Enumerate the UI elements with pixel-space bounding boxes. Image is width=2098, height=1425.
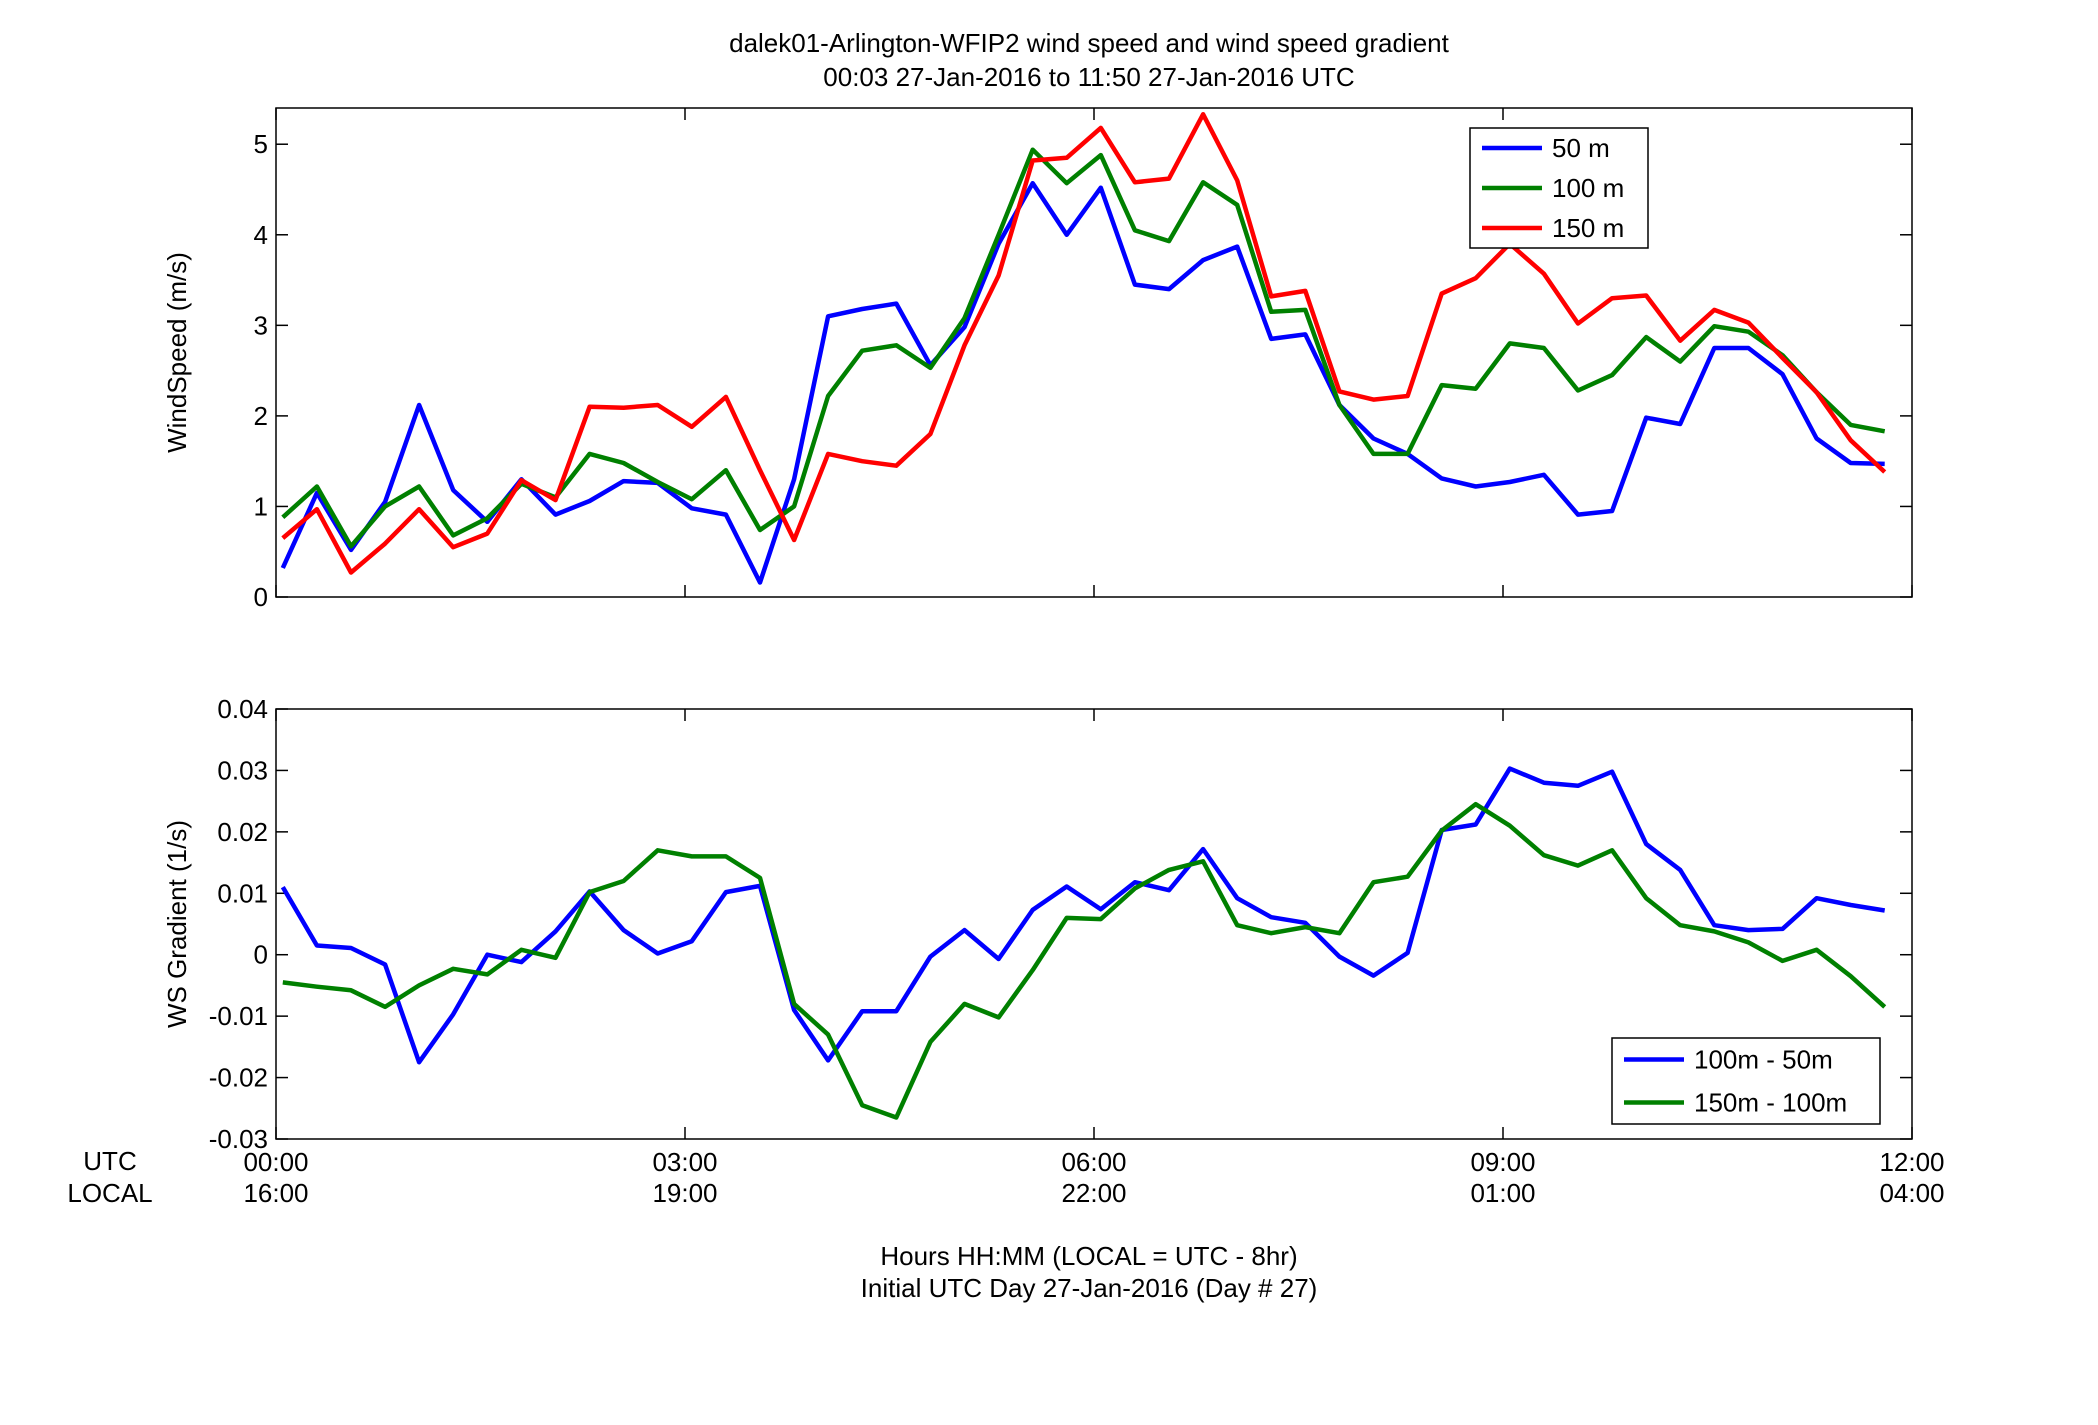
- y-tick-label: 0: [254, 582, 268, 612]
- series-line: [282, 801, 1887, 1120]
- y-tick-label: 4: [254, 220, 268, 250]
- series-line: [281, 112, 1887, 575]
- row-label-utc: UTC: [83, 1146, 136, 1176]
- y-tick-label: -0.01: [209, 1001, 268, 1031]
- y-axis-label: WindSpeed (m/s): [162, 252, 192, 453]
- y-tick-label: 2: [254, 401, 268, 431]
- y-tick-label: 0.03: [217, 755, 268, 785]
- series-lines: [280, 112, 1887, 585]
- y-tick-label: 0.04: [217, 694, 268, 724]
- chart-title-line1: dalek01-Arlington-WFIP2 wind speed and w…: [729, 28, 1450, 58]
- legend-box: [1611, 1037, 1881, 1125]
- x-tick-label-local: 22:00: [1061, 1178, 1126, 1208]
- y-tick-label: -0.03: [209, 1124, 268, 1154]
- y-tick-label: 0.02: [217, 817, 268, 847]
- legend-label: 150 m: [1552, 213, 1624, 243]
- x-tick-label-utc: 00:00: [243, 1147, 308, 1177]
- legend-label: 150m - 100m: [1694, 1088, 1847, 1118]
- chart-title-line2: 00:03 27-Jan-2016 to 11:50 27-Jan-2016 U…: [823, 62, 1354, 92]
- x-tick-label-utc: 03:00: [652, 1147, 717, 1177]
- x-axis-label-line2: Initial UTC Day 27-Jan-2016 (Day # 27): [861, 1273, 1318, 1303]
- x-tick-label-local: 01:00: [1470, 1178, 1535, 1208]
- series-line: [280, 180, 1885, 585]
- series-line: [280, 766, 1886, 1065]
- x-tick-label-local: 16:00: [243, 1178, 308, 1208]
- y-tick-label: 0: [254, 940, 268, 970]
- series-lines: [280, 766, 1887, 1120]
- y-tick-label: 5: [254, 129, 268, 159]
- y-tick-label: 3: [254, 310, 268, 340]
- x-axis-label-line1: Hours HH:MM (LOCAL = UTC - 8hr): [880, 1241, 1297, 1271]
- y-axis-label: WS Gradient (1/s): [162, 820, 192, 1028]
- y-tick-label: 0.01: [217, 878, 268, 908]
- x-tick-label-utc: 12:00: [1879, 1147, 1944, 1177]
- gradient-panel: -0.03 -0.02 -0.01 0 0.01 0.02 0.03 0.04 00:0016:…: [162, 694, 1945, 1208]
- legend-label: 100 m: [1552, 173, 1624, 203]
- x-tick-label-utc: 06:00: [1061, 1147, 1126, 1177]
- x-tick-label-utc: 09:00: [1470, 1147, 1535, 1177]
- windspeed-panel: 0 1 2 3 4 5 WindSpeed (m/s) 50 m 100 m 150 m: [162, 107, 1913, 612]
- y-tick-label: -0.02: [209, 1063, 268, 1093]
- row-label-local: LOCAL: [67, 1178, 152, 1208]
- legend-label: 100m - 50m: [1694, 1045, 1833, 1075]
- legend-label: 50 m: [1552, 133, 1610, 163]
- y-tick-label: 1: [254, 491, 268, 521]
- x-tick-label-local: 19:00: [652, 1178, 717, 1208]
- x-tick-label-local: 04:00: [1879, 1178, 1944, 1208]
